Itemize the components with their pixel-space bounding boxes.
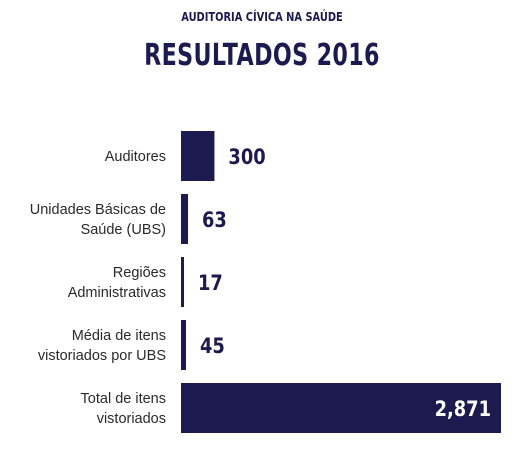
bar-0 [181, 131, 215, 181]
value-label-0: 300 [228, 145, 265, 170]
category-label-0: Auditores [105, 149, 166, 165]
chart-title: RESULTADOS 2016 [144, 38, 380, 73]
value-label-4: 2,871 [435, 397, 491, 422]
category-label-3: Média de itens vistoriados por UBS [38, 328, 166, 364]
value-label-3: 45 [200, 334, 225, 359]
bar-3 [181, 320, 187, 370]
bar-2 [181, 257, 184, 307]
category-label-1: Unidades Básicas de Saúde (UBS) [30, 202, 166, 238]
bar-4 [181, 383, 501, 433]
category-label-2: Regiões Administrativas [68, 265, 166, 301]
chart-subtitle: AUDITORIA CÍVICA NA SAÚDE [181, 10, 343, 24]
bar-1 [181, 194, 189, 244]
value-label-2: 17 [198, 271, 223, 296]
category-label-4: Total de itens vistoriados [81, 391, 166, 427]
value-label-1: 63 [202, 208, 227, 233]
